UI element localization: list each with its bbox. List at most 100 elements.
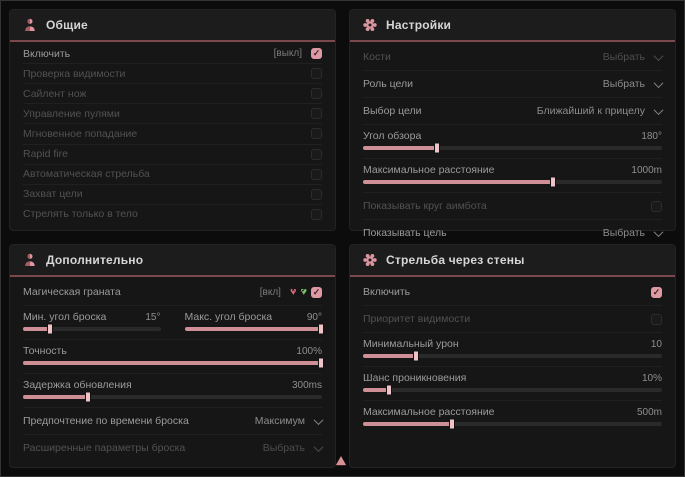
fov-slider[interactable] [363,142,662,154]
show-aimbot-circle-checkbox[interactable] [651,200,662,212]
row-enable[interactable]: Включить [выкл] ✓ [23,44,322,65]
target-lock-checkbox[interactable] [311,188,322,200]
target-lock-label: Захват цели [23,188,83,201]
rapid-fire-label: Rapid fire [23,148,68,161]
mouse-cursor [336,456,346,465]
auto-shoot-checkbox[interactable] [311,168,322,180]
chevron-down-icon [653,77,664,88]
max-distance-slider[interactable] [363,176,662,188]
chevron-down-icon [653,226,664,237]
panel-general: Общие Включить [выкл] ✓ Проверка видимос… [9,9,336,231]
accuracy-slider-thumb[interactable] [318,357,324,369]
rapid-fire-checkbox[interactable] [311,148,322,160]
visibility-check-label: Проверка видимости [23,67,126,80]
row-fov: Угол обзора 180° [363,125,662,159]
penetration-chance-slider[interactable] [363,384,662,396]
row-throw-angles: Мин. угол броска 15° Макс. угол броска 9… [23,306,324,340]
max-angle-slider[interactable] [184,323,324,335]
row-min-damage: Минимальный урон 10 [363,333,662,367]
advanced-throw-label: Расширенные параметры броска [23,442,186,454]
min-damage-slider[interactable] [363,350,662,362]
row-instant-hit[interactable]: Мгновенное попадание [23,124,322,145]
row-visibility-check[interactable]: Проверка видимости [23,64,322,85]
panel-settings: Настройки Кости Выбрать Роль цели Выбрат… [349,9,676,239]
wallbang-max-distance-slider-thumb[interactable] [448,418,455,430]
silent-knife-label: Сайлент нож [23,87,87,100]
row-max-distance: Максимальное расстояние 1000m [363,159,662,193]
target-role-dropdown[interactable]: Выбрать [603,77,664,90]
row-target-lock[interactable]: Захват цели [23,185,322,205]
person-icon [25,253,35,266]
show-target-dropdown[interactable]: Выбрать [602,226,664,239]
penetration-chance-slider-thumb[interactable] [385,384,392,396]
bones-dropdown[interactable]: Выбрать [603,50,664,63]
magic-grenade-checkbox[interactable]: ✓ [311,286,322,298]
throw-time-dropdown[interactable]: Максимум [254,414,324,427]
person-icon [25,18,35,31]
friendly-heart-icon[interactable]: ♥ ✓ [300,285,307,298]
row-body-only[interactable]: Стрелять только в тело [23,205,322,224]
max-distance-slider-thumb[interactable] [550,176,557,188]
silent-knife-checkbox[interactable] [311,88,322,100]
row-target-role[interactable]: Роль цели Выбрать [363,71,664,98]
row-target-select[interactable]: Выбор цели Ближайший к прицелу [363,98,664,125]
visibility-check-checkbox[interactable] [311,68,322,80]
enemy-heart-icon[interactable]: ♥ × [289,285,297,298]
panel-additional-header: Дополнительно [10,245,335,277]
row-advanced-throw-params[interactable]: Расширенные параметры броска Выбрать [23,435,324,461]
min-damage-label: Минимальный урон [363,338,459,350]
visibility-priority-label: Приоритет видимости [363,313,471,325]
throw-time-dropdown-value: Максимум [254,415,305,427]
row-rapid-fire[interactable]: Rapid fire [23,145,322,165]
min-angle-slider[interactable] [23,323,161,335]
row-accuracy: Точность 100% [23,340,324,374]
visibility-priority-checkbox[interactable] [651,313,662,325]
row-bones[interactable]: Кости Выбрать [363,44,664,71]
instant-hit-checkbox[interactable] [311,128,322,140]
update-delay-slider[interactable] [23,391,322,403]
min-angle-value: 15° [145,311,161,323]
wallbang-max-distance-value: 500m [636,406,662,418]
min-angle-slider-thumb[interactable] [46,323,53,335]
penetration-chance-value: 10% [641,372,662,384]
check-icon: ✓ [652,286,661,297]
panel-general-body: Включить [выкл] ✓ Проверка видимости Сай… [10,42,335,230]
accuracy-slider[interactable] [23,357,324,369]
row-wallbang-max-distance: Максимальное расстояние 500m [363,401,662,434]
target-select-dropdown-value: Ближайший к прицелу [536,105,645,117]
row-wallbang-enable[interactable]: Включить ✓ [363,279,662,306]
max-distance-label: Максимальное расстояние [363,164,495,176]
advanced-throw-dropdown[interactable]: Выбрать [262,441,324,454]
bullet-control-label: Управление пулями [23,107,120,120]
fov-slider-thumb[interactable] [433,142,440,154]
enable-label: Включить [23,47,71,60]
row-bullet-control[interactable]: Управление пулями [23,104,322,125]
row-throw-time-preference[interactable]: Предпочтение по времени броска Максимум [23,408,324,435]
update-delay-slider-thumb[interactable] [84,391,91,403]
min-damage-slider-thumb[interactable] [412,350,419,362]
wallbang-enable-checkbox[interactable]: ✓ [651,286,662,298]
target-role-label: Роль цели [363,78,414,90]
bones-label: Кости [363,51,391,63]
panel-additional: Дополнительно Магическая граната [вкл] ♥… [9,244,336,468]
wallbang-max-distance-slider[interactable] [363,418,662,430]
row-show-target[interactable]: Показывать цель Выбрать [363,220,664,246]
target-select-dropdown[interactable]: Ближайший к прицелу [536,104,664,117]
panel-general-header: Общие [10,10,335,42]
fov-label: Угол обзора [363,130,422,142]
body-only-checkbox[interactable] [311,208,322,220]
penetration-chance-label: Шанс проникновения [363,372,467,384]
advanced-throw-dropdown-value: Выбрать [262,442,305,454]
row-silent-knife[interactable]: Сайлент нож [23,84,322,105]
row-visibility-priority[interactable]: Приоритет видимости [363,306,662,333]
show-target-dropdown-value: Выбрать [602,227,645,239]
bullet-control-checkbox[interactable] [311,108,322,120]
check-icon: ✓ [301,288,307,295]
chevron-down-icon [653,50,664,61]
gear-icon [363,253,377,267]
row-show-aimbot-circle[interactable]: Показывать круг аимбота [363,193,662,220]
max-angle-slider-thumb[interactable] [318,323,324,335]
enable-checkbox[interactable]: ✓ [311,48,322,60]
row-auto-shoot[interactable]: Автоматическая стрельба [23,165,322,185]
row-magic-grenade[interactable]: Магическая граната [вкл] ♥ × ♥ ✓ ✓ [23,279,322,306]
